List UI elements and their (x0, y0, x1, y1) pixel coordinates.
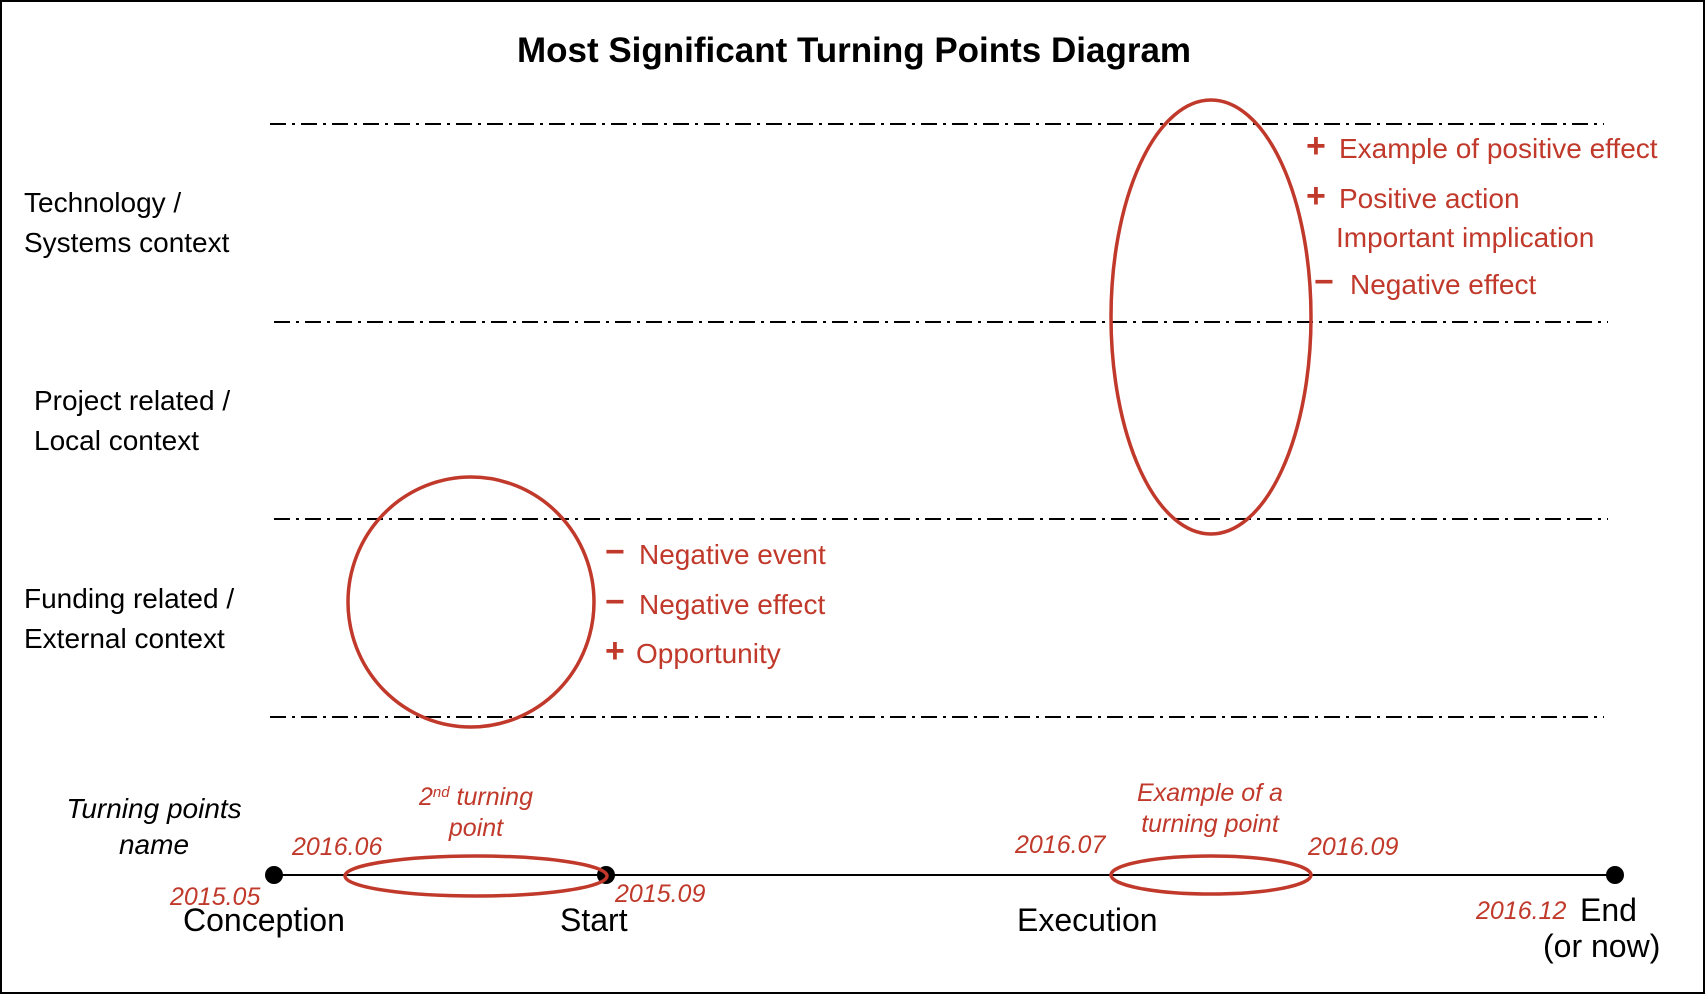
context-project-line1: Project related / (34, 385, 230, 416)
second-turning-point-line2: point (448, 814, 504, 842)
phase-end-note: (or now) (1543, 928, 1660, 964)
effect-important-implication: Important implication (1336, 222, 1594, 253)
funding-event-circle (346, 475, 596, 729)
example-turning-point-line1: Example of a (1137, 779, 1283, 807)
context-funding-line2: External context (24, 623, 225, 654)
turning-points-name-line1: Turning points (66, 793, 241, 824)
phase-execution: Execution (1017, 902, 1158, 938)
minus-icon: − (1314, 263, 1334, 301)
phase-conception: Conception (183, 902, 345, 938)
date-turning-point-start: 2016.07 (1014, 831, 1106, 859)
minus-icon: − (605, 583, 625, 621)
plus-icon: + (605, 632, 625, 670)
phase-start: Start (560, 902, 628, 938)
example-turning-point-line2: turning point (1141, 810, 1280, 838)
effect-negative-effect: Negative effect (639, 589, 825, 620)
plus-icon: + (1306, 177, 1326, 215)
phase-end: End (1580, 892, 1637, 928)
effect-positive: Example of positive effect (1339, 133, 1658, 164)
context-project-line2: Local context (34, 425, 199, 456)
date-conception: 2015.05 (169, 883, 260, 911)
timeline-point-conception (265, 866, 283, 884)
turning-point-highlight-ellipse (1109, 98, 1313, 536)
second-turning-point-label: 2nd turning (418, 783, 533, 811)
date-end: 2016.12 (1475, 897, 1566, 925)
second-turning-point-ellipse (343, 854, 609, 898)
timeline-point-end (1606, 866, 1624, 884)
effect-positive-action: Positive action (1339, 183, 1520, 214)
minus-icon: − (605, 533, 625, 571)
context-funding-line1: Funding related / (24, 583, 234, 614)
date-second-turning-point: 2016.06 (291, 833, 382, 861)
diagram-title: Most Significant Turning Points Diagram (517, 31, 1191, 70)
second-turning-point-suffix: turning (450, 783, 533, 811)
second-turning-point-prefix: 2 (418, 783, 433, 811)
example-turning-point-ellipse (1109, 854, 1313, 896)
effect-opportunity: Opportunity (636, 638, 781, 669)
turning-points-name-line2: name (119, 829, 189, 860)
plus-icon: + (1306, 127, 1326, 165)
date-start: 2015.09 (614, 880, 705, 908)
date-turning-point-end: 2016.09 (1307, 833, 1398, 861)
effect-negative: Negative effect (1350, 269, 1536, 300)
context-technology-line1: Technology / (24, 187, 181, 218)
context-technology-line2: Systems context (24, 227, 230, 258)
second-turning-point-sup: nd (433, 784, 450, 801)
effect-negative-event: Negative event (639, 539, 826, 570)
